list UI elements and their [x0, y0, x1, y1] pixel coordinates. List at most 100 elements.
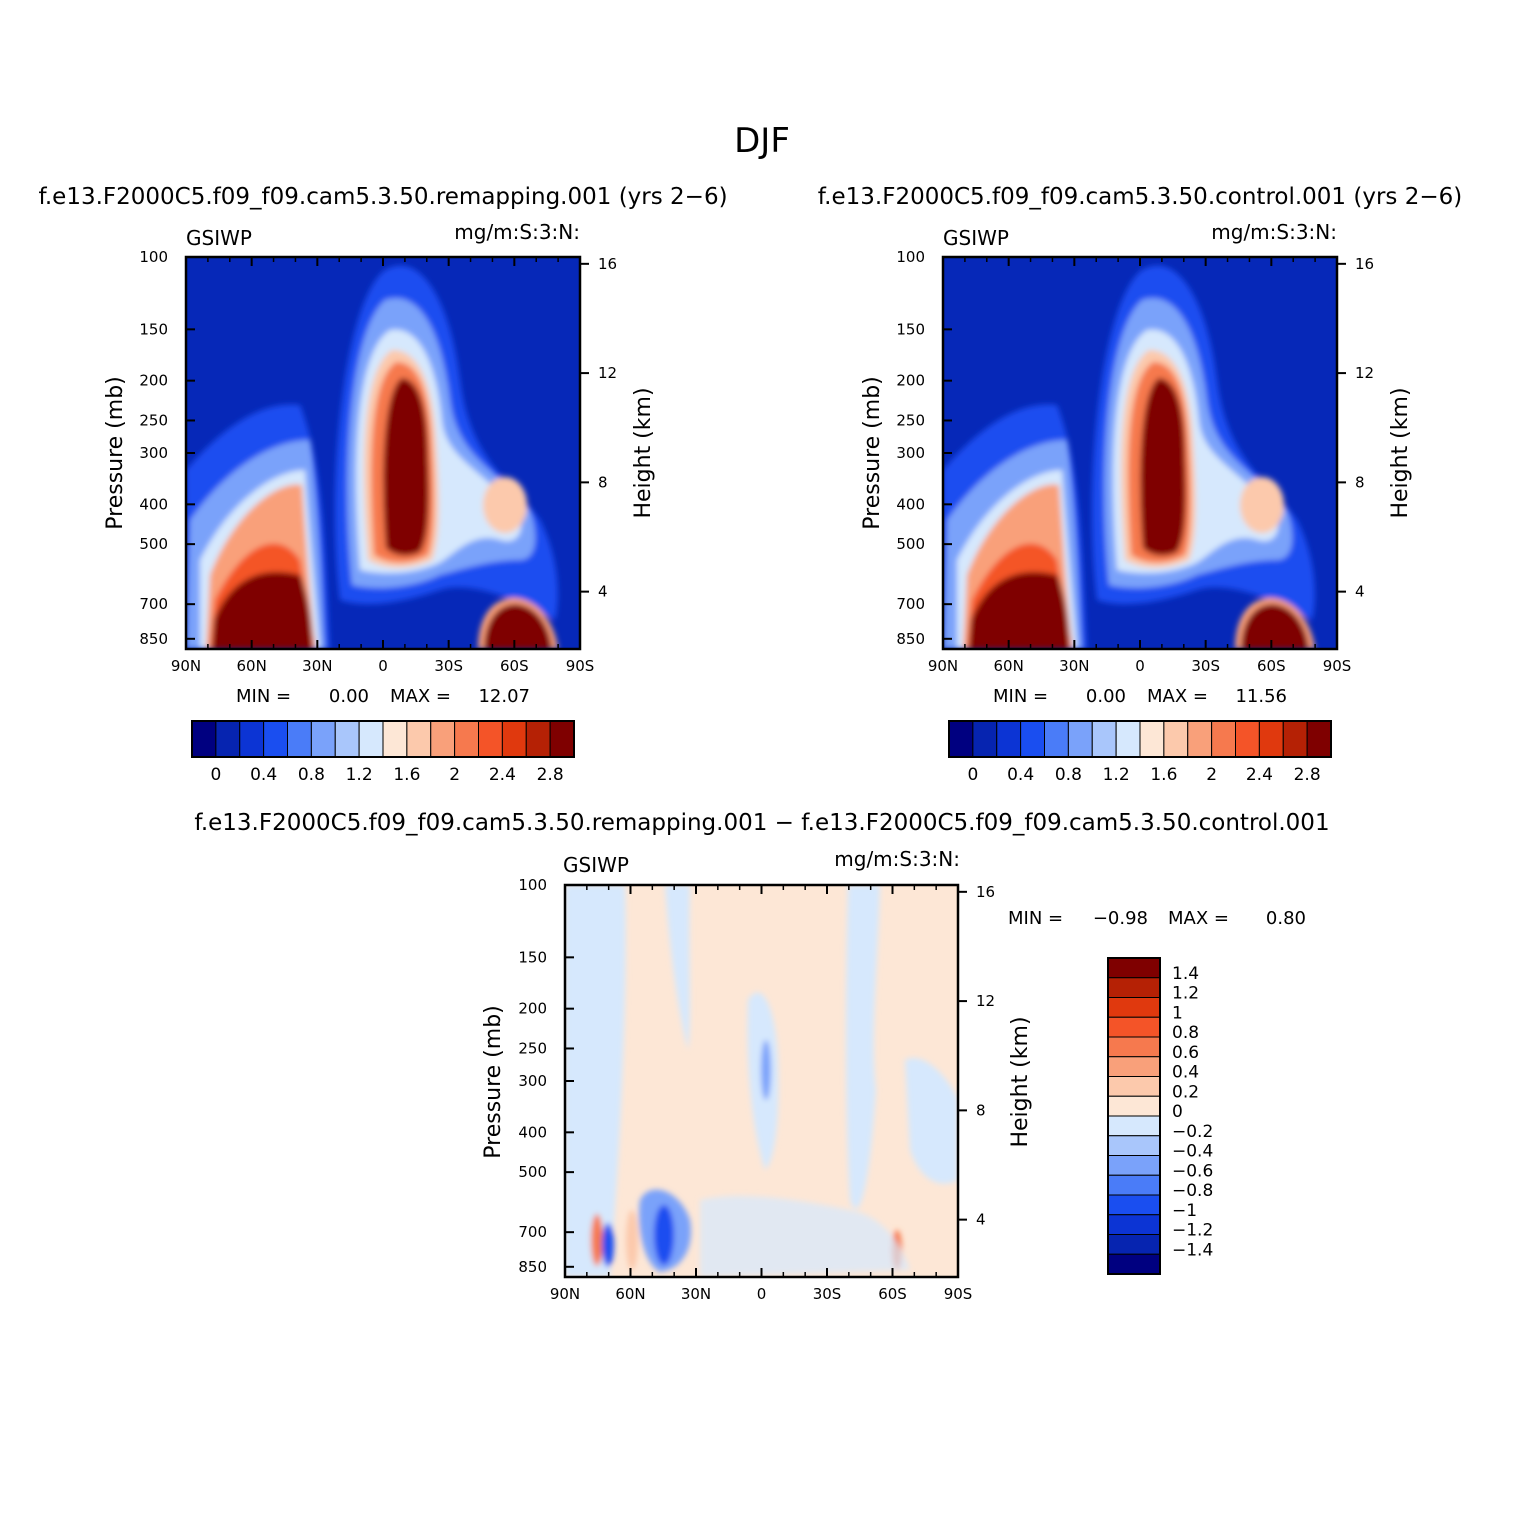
y-tick-label: 700 [896, 595, 925, 613]
x-tick-label: 0 [378, 657, 388, 675]
y-axis-label: Pressure (mb) [860, 376, 885, 530]
colorbar-tick-label: −1.2 [1172, 1221, 1213, 1241]
y-tick-label: 300 [518, 1072, 547, 1090]
colorbar-frame [1107, 957, 1161, 1275]
x-tick-label: 60N [615, 1285, 645, 1303]
colorbar-frame [191, 720, 575, 758]
max-value: 0.80 [1266, 908, 1306, 929]
colorbar-tick-label: −0.2 [1172, 1122, 1213, 1142]
colorbar-box [358, 720, 384, 758]
x-tick-label: 0 [1135, 657, 1145, 675]
colorbar-box [1107, 1115, 1161, 1137]
y-tick-label: 850 [896, 630, 925, 648]
variable-label: GSIWP [943, 226, 1009, 250]
colorbar-box [1107, 977, 1161, 998]
x-tick-label: 90S [1323, 657, 1352, 675]
y2-axis-label: Height (km) [1388, 387, 1413, 518]
y-tick-label: 250 [896, 411, 925, 429]
colorbar-box [1107, 1056, 1161, 1077]
colorbar-box [1107, 1174, 1161, 1196]
colorbar-box [501, 720, 527, 758]
colorbar-tick-label: 1.6 [1150, 765, 1177, 785]
x-tick-label: 30N [1059, 657, 1089, 675]
y2-tick-label: 16 [976, 883, 995, 901]
colorbar-tick-label: −0.6 [1172, 1161, 1213, 1181]
y-tick-label: 100 [518, 876, 547, 894]
colorbar-box [1211, 720, 1236, 758]
colorbar-box [215, 720, 241, 758]
colorbar-box [478, 720, 503, 758]
y-tick-label: 150 [896, 320, 925, 338]
y2-tick-label: 16 [1355, 255, 1374, 273]
y-axis-label: Pressure (mb) [481, 1005, 506, 1159]
colorbar-box [1258, 720, 1284, 758]
colorbar-tick-label: 0 [1172, 1102, 1183, 1122]
colorbar-tick-label: 2.8 [1294, 765, 1321, 785]
y-tick-label: 850 [518, 1258, 547, 1276]
max-label: MAX = [1147, 686, 1208, 707]
colorbar-box [287, 720, 312, 758]
colorbar-box [1107, 1036, 1161, 1058]
colorbar-box [972, 720, 998, 758]
colorbar-tick-label: 2.4 [1246, 765, 1273, 785]
colorbar-tick-label: −0.8 [1172, 1181, 1213, 1201]
colorbar-tick-label: 0.6 [1172, 1043, 1199, 1063]
colorbar-tick-label: 1.2 [1103, 765, 1130, 785]
y-tick-label: 100 [896, 248, 925, 266]
colorbar-box [1306, 720, 1332, 758]
x-tick-label: 60N [994, 657, 1024, 675]
colorbar-box [1107, 957, 1161, 979]
colorbar-box [1107, 1234, 1161, 1255]
colorbar-box [191, 720, 217, 758]
colorbar-box [996, 720, 1022, 758]
colorbar-box [1107, 1155, 1161, 1176]
y-tick-label: 250 [518, 1039, 547, 1057]
y2-tick-label: 4 [598, 583, 608, 601]
colorbar-box [263, 720, 288, 758]
y2-tick-label: 12 [598, 364, 617, 382]
colorbar-box [1020, 720, 1045, 758]
contour-field [186, 257, 580, 649]
y2-tick-label: 8 [976, 1101, 986, 1119]
y-tick-label: 200 [518, 1000, 547, 1018]
colorbar-frame [948, 720, 1332, 758]
min-value: 0.00 [329, 686, 369, 707]
colorbar-box [1163, 720, 1189, 758]
y-tick-label: 500 [139, 535, 168, 553]
colorbar-box [1107, 1016, 1161, 1038]
colorbar-tick-label: 2.4 [489, 765, 516, 785]
colorbar-box [239, 720, 265, 758]
y2-axis-label: Height (km) [1008, 1016, 1033, 1147]
colorbar-box [549, 720, 575, 758]
colorbar-tick-label: −1.4 [1172, 1240, 1213, 1260]
colorbar-tick-label: 0.4 [1172, 1063, 1199, 1083]
x-tick-label: 30S [1191, 657, 1220, 675]
x-tick-label: 0 [757, 1285, 767, 1303]
x-tick-label: 60S [878, 1285, 907, 1303]
colorbar-box [1091, 720, 1117, 758]
min-label: MIN = [993, 686, 1048, 707]
colorbar-box [1187, 720, 1213, 758]
x-tick-label: 30N [681, 1285, 711, 1303]
colorbar-tick-label: 0.8 [298, 765, 325, 785]
colorbar-tick-label: −0.4 [1172, 1142, 1213, 1162]
y-tick-label: 400 [139, 495, 168, 513]
colorbar-box [1235, 720, 1260, 758]
y-tick-label: 250 [139, 411, 168, 429]
y2-tick-label: 8 [598, 473, 608, 491]
colorbar-box [1282, 720, 1308, 758]
y-tick-label: 400 [896, 495, 925, 513]
x-tick-label: 90S [566, 657, 595, 675]
colorbar-box [1107, 1135, 1161, 1156]
y2-tick-label: 4 [1355, 583, 1365, 601]
max-value: 11.56 [1235, 686, 1287, 707]
colorbar-box [1139, 720, 1165, 758]
colorbar-tick-label: 0.8 [1172, 1023, 1199, 1043]
max-label: MAX = [1168, 908, 1229, 929]
y-tick-label: 700 [139, 595, 168, 613]
max-label: MAX = [390, 686, 451, 707]
colorbar-tick-label: 2 [1206, 765, 1217, 785]
y2-tick-label: 16 [598, 255, 617, 273]
colorbar-tick-label: 2.8 [537, 765, 564, 785]
